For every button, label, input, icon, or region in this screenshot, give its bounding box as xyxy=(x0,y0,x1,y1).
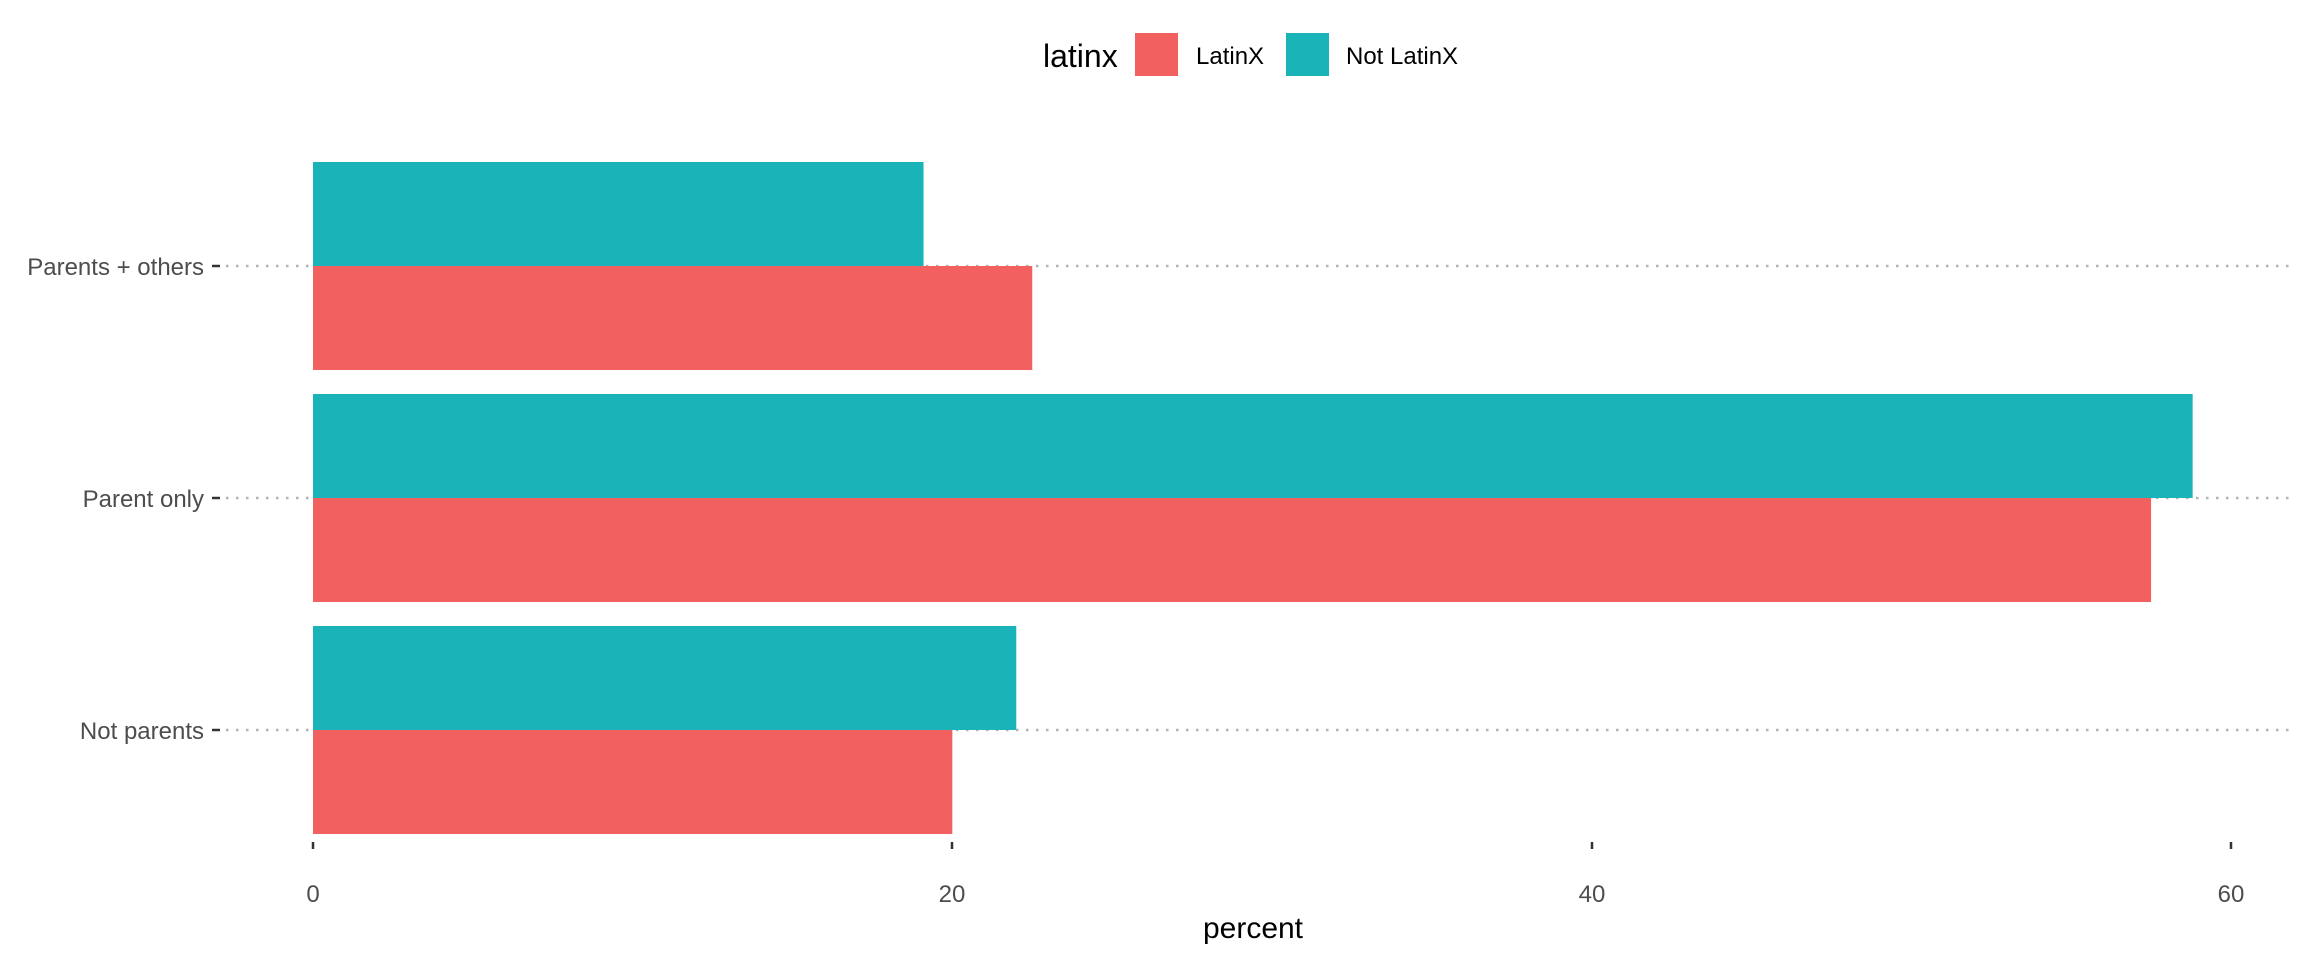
bar-not-latinx-not-parents xyxy=(313,626,1017,730)
bar-latinx-parents-others xyxy=(313,266,1033,370)
bar-not-latinx-parents-others xyxy=(313,162,924,266)
bars xyxy=(313,162,2193,834)
x-axis-title: percent xyxy=(1203,912,1304,945)
legend: latinx LatinX Not LatinX xyxy=(1043,33,1458,76)
legend-label-latinx: LatinX xyxy=(1196,43,1264,70)
legend-swatch-latinx xyxy=(1135,33,1178,76)
legend-swatch-not-latinx xyxy=(1286,33,1329,76)
y-tick-label-not-parents: Not parents xyxy=(80,718,204,745)
y-tick-label-parent-only: Parent only xyxy=(83,486,204,513)
x-axis: 0 20 40 60 percent xyxy=(306,842,2244,945)
bar-latinx-parent-only xyxy=(313,498,2152,602)
y-tick-label-parents-others: Parents + others xyxy=(27,254,204,281)
x-tick-label-40: 40 xyxy=(1579,881,1606,908)
bar-latinx-not-parents xyxy=(313,730,953,834)
bar-not-latinx-parent-only xyxy=(313,394,2193,498)
x-tick-label-20: 20 xyxy=(939,881,966,908)
legend-label-not-latinx: Not LatinX xyxy=(1346,43,1458,70)
x-tick-label-0: 0 xyxy=(306,881,319,908)
legend-title: latinx xyxy=(1043,38,1118,74)
x-tick-label-60: 60 xyxy=(2218,881,2245,908)
y-axis: Parents + others Parent only Not parents xyxy=(27,254,220,745)
